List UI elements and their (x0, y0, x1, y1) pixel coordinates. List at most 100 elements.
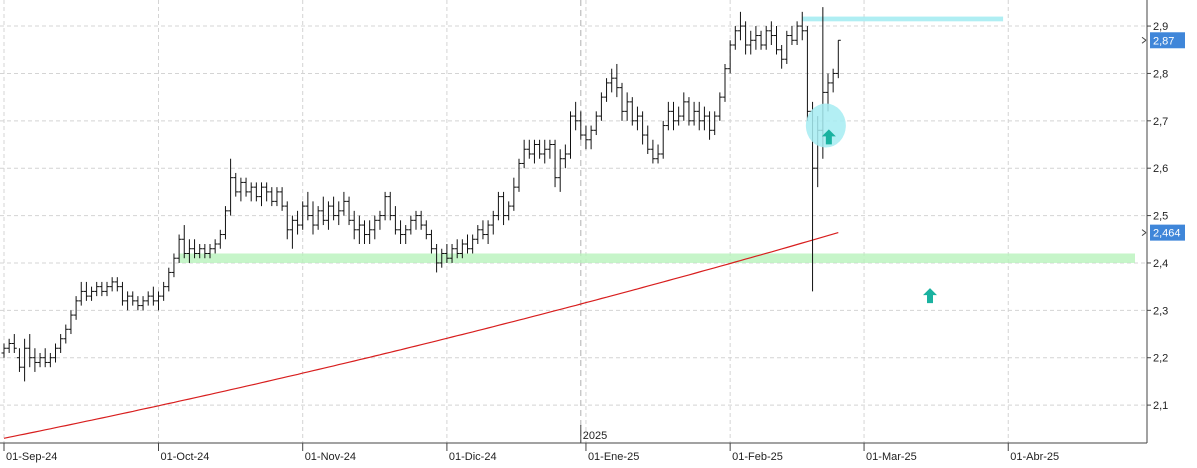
ohlc-bar (161, 281, 167, 301)
ohlc-bar (22, 338, 28, 382)
ohlc-bar (403, 225, 409, 245)
ohlc-bar (423, 220, 429, 240)
y-tick-label: 2,9 (1153, 21, 1168, 33)
y-tick-label: 2,4 (1153, 258, 1168, 270)
ohlc-bar (562, 144, 568, 169)
ohlc-bar (660, 120, 666, 159)
ohlc-bar (181, 225, 187, 259)
ohlc-bar (830, 68, 836, 93)
ohlc-bar (768, 21, 774, 46)
ohlc-bar (418, 210, 424, 230)
ohlc-bar (320, 196, 326, 226)
ohlc-bar (192, 239, 198, 259)
ohlc-bar (789, 26, 795, 46)
ohlc-bar (737, 11, 743, 41)
ohlc-bar (295, 210, 301, 235)
ohlc-bar (743, 21, 749, 55)
ohlc-bar (588, 125, 594, 150)
ohlc-bar (439, 248, 445, 268)
y-tick-label: 2,1 (1153, 400, 1168, 412)
ohlc-bar (598, 92, 604, 121)
ohlc-bar (336, 201, 342, 226)
ohlc-bar (176, 234, 182, 263)
buy-arrow-icon (821, 129, 836, 145)
ohlc-bar (748, 30, 754, 55)
ohlc-bar (732, 26, 738, 50)
ohlc-bar (228, 158, 234, 216)
ohlc-bar (83, 281, 89, 301)
ohlc-bar (89, 286, 95, 301)
ohlc-bar (145, 291, 151, 306)
ohlc-bar (37, 352, 43, 368)
year-label: 2025 (583, 430, 607, 442)
ohlc-bar (289, 215, 295, 249)
ohlc-bar (640, 111, 646, 145)
ohlc-bar (171, 253, 177, 278)
ohlc-bar (42, 348, 48, 368)
ohlc-bar (691, 101, 697, 126)
ohlc-bar (207, 244, 213, 259)
ohlc-bar (253, 182, 259, 202)
ohlc-bar (763, 26, 769, 50)
last-price-badge-bg (1150, 32, 1185, 49)
ohlc-bar (243, 177, 249, 197)
ohlc-bar (109, 277, 115, 292)
ohlc-bar (16, 348, 22, 372)
ohlc-bar (547, 139, 553, 159)
y-tick-label: 2,2 (1153, 353, 1168, 365)
highlight-circle (805, 103, 846, 148)
ohlc-bar (835, 39, 841, 79)
ohlc-bar (578, 111, 584, 140)
ohlc-bar (248, 182, 254, 202)
ohlc-bar (217, 229, 223, 249)
ohlc-bar (568, 111, 573, 159)
ohlc-bar (511, 177, 517, 211)
moving-average (3, 232, 839, 439)
ohlc-bar (284, 201, 290, 240)
ohlc-bar (774, 26, 779, 55)
ohlc-bar (341, 191, 347, 216)
ma-value-badge-bg (1150, 224, 1185, 241)
ohlc-bar (727, 40, 733, 74)
ohlc-bar (130, 291, 136, 306)
ohlc-bar (78, 281, 84, 306)
ohlc-bar (707, 111, 713, 140)
ohlc-bar (310, 201, 316, 235)
ohlc-bar (104, 281, 110, 297)
plot-area (0, 0, 1147, 443)
ohlc-bar (490, 210, 496, 235)
ohlc-bar (259, 182, 264, 207)
ohlc-bar (645, 125, 651, 154)
ohlc-bar (150, 286, 156, 306)
ohlc-bar (367, 220, 373, 245)
ohlc-bar (377, 210, 383, 230)
ohlc-series (1, 7, 841, 382)
ohlc-bar (475, 225, 481, 245)
ohlc-bar (269, 187, 275, 207)
ohlc-bar (362, 220, 367, 245)
ohlc-bar (696, 101, 702, 131)
ohlc-bar (722, 63, 728, 102)
y-tick-label: 2,7 (1153, 116, 1168, 128)
ohlc-bar (542, 139, 548, 164)
ohlc-bar (387, 191, 393, 221)
ohlc-bar (573, 101, 579, 131)
ohlc-bar (398, 220, 404, 245)
ohlc-bar (274, 187, 280, 207)
ohlc-bar (506, 201, 512, 221)
ohlc-bar (619, 82, 625, 121)
ohlc-bar (526, 139, 532, 159)
ohlc-bar (552, 139, 558, 188)
markers (805, 103, 937, 304)
bands (179, 16, 1136, 263)
ohlc-bar (11, 334, 17, 353)
ohlc-bar (212, 239, 218, 254)
ohlc-bar (609, 68, 615, 93)
ohlc-bar (804, 26, 810, 121)
ohlc-bar (94, 281, 100, 297)
ohlc-bar (382, 191, 388, 221)
ohlc-bar (676, 106, 682, 126)
ohlc-bar (1, 343, 7, 358)
